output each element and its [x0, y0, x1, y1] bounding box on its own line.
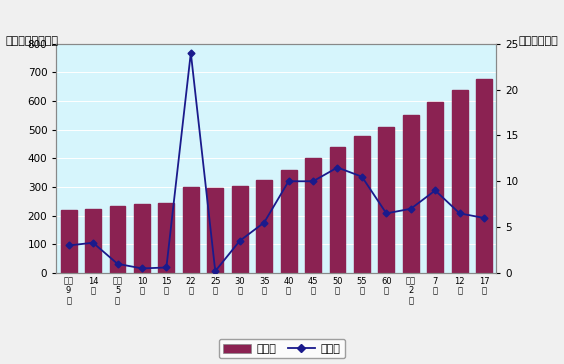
Bar — [305, 158, 321, 273]
Bar — [158, 203, 174, 273]
Bar — [208, 187, 223, 273]
Bar — [281, 170, 297, 273]
Bar — [354, 136, 370, 273]
Legend: 世帯数, 増減率: 世帯数, 増減率 — [219, 339, 345, 359]
Bar — [452, 90, 468, 273]
Text: 14
年: 14 年 — [88, 277, 98, 295]
Text: 7
年: 7 年 — [433, 277, 438, 295]
Text: 17
年: 17 年 — [479, 277, 490, 295]
Text: 30
年: 30 年 — [235, 277, 245, 295]
Text: 12
年: 12 年 — [455, 277, 465, 295]
Text: 10
年: 10 年 — [136, 277, 147, 295]
Bar — [329, 147, 345, 273]
Bar — [476, 79, 492, 273]
Text: 60
年: 60 年 — [381, 277, 391, 295]
Bar — [256, 180, 272, 273]
Text: 昭和
5
年: 昭和 5 年 — [112, 277, 122, 305]
Bar — [378, 127, 394, 273]
Bar — [183, 187, 199, 273]
Text: 15
年: 15 年 — [161, 277, 171, 295]
Text: 40
年: 40 年 — [283, 277, 294, 295]
Text: 22
年: 22 年 — [186, 277, 196, 295]
Text: 45
年: 45 年 — [308, 277, 318, 295]
Text: （増減率％）: （増減率％） — [519, 36, 558, 46]
Text: 35
年: 35 年 — [259, 277, 270, 295]
Bar — [428, 102, 443, 273]
Text: 55
年: 55 年 — [356, 277, 367, 295]
Bar — [61, 210, 77, 273]
Text: 大正
9
年: 大正 9 年 — [64, 277, 74, 305]
Bar — [134, 204, 150, 273]
Text: （世帯　千世帯）: （世帯 千世帯） — [6, 36, 59, 46]
Text: 平成
2
年: 平成 2 年 — [406, 277, 416, 305]
Bar — [403, 115, 418, 273]
Text: 50
年: 50 年 — [332, 277, 343, 295]
Bar — [85, 209, 101, 273]
Text: 25
年: 25 年 — [210, 277, 221, 295]
Bar — [109, 206, 125, 273]
Bar — [232, 186, 248, 273]
